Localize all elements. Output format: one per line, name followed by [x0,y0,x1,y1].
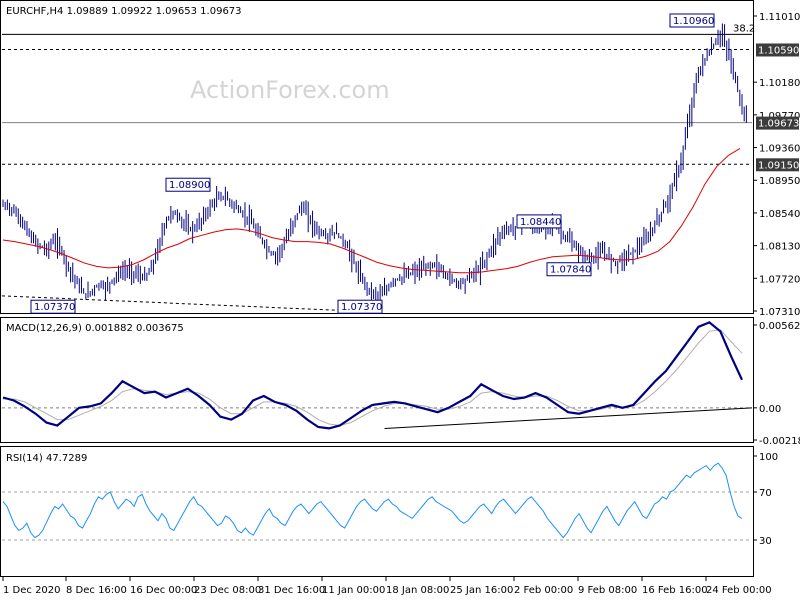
price-label-text: 1.07370 [34,302,75,313]
y-tick-label: 1.11010 [759,12,800,23]
y-tick-label: 1.07720 [759,274,800,285]
watermark: ActionForex.com [190,76,390,104]
x-tick-label: 16 Feb 16:00 [642,585,708,596]
main-plot-layer: 1.10960 1.08900 1.08440 1.07840 1.07370 1.073… [1,13,755,314]
macd-title: MACD(12,26,9) 0.001882 0.003675 [6,323,184,334]
y-tick-highlight [756,43,799,57]
x-tick-label: 31 Dec 16:00 [258,585,325,596]
y-tick-label: 1.09673 [758,119,799,130]
rsi-title: RSI(14) 47.7289 [6,453,87,464]
rsi-y-tick-label: 30 [759,536,772,547]
x-tick-label: 24 Feb 00:00 [706,585,772,596]
rsi-y-tick-label: 100 [759,452,778,463]
moving-average-line [2,147,741,274]
y-tick-label: 1.10590 [758,45,799,56]
macd-line [2,321,743,430]
price-label-text: 1.08440 [520,217,561,228]
rsi-plot-layer [2,462,752,541]
rsi-panel-frame [0,446,754,577]
price-label-text: 1.07370 [341,302,382,313]
price-label-box [30,299,76,314]
price-label-box [516,214,562,229]
x-tick-label: 16 Dec 00:00 [130,585,197,596]
macd-y-tick-label: 0.005625 [759,321,800,332]
macd-panel-frame [0,317,754,443]
x-tick-label: 8 Dec 16:00 [66,585,127,596]
chart-header: EURCHF,H4 1.09889 1.09922 1.09653 1.0967… [6,6,242,17]
price-label-text: 1.07840 [550,265,591,276]
price-label-box [337,299,383,314]
y-tick-label: 1.08130 [759,242,800,253]
y-tick-label: 1.07310 [759,307,800,318]
rsi-y-tick-label: 70 [759,488,772,499]
main-panel-frame [0,0,754,314]
y-tick-label: 1.09360 [759,144,800,155]
fib-label: 38.2 [733,23,755,34]
y-tick-label: 1.09150 [758,160,799,171]
y-tick-highlight [756,116,799,130]
rsi-line [2,462,743,539]
y-tick-label: 1.10180 [759,78,800,89]
price-label-box [669,13,715,28]
price-label-box [165,177,211,192]
x-tick-label: 2 Feb 00:00 [514,585,573,596]
macd-y-tick-label: 0.00 [759,404,781,415]
macd-signal-line [3,329,743,427]
y-tick-label: 1.09770 [759,111,800,122]
y-tick-highlight [756,158,799,172]
x-tick-label: 11 Jan 00:00 [322,585,385,596]
trendline-dashed [1,295,355,312]
macd-trendline [384,407,753,429]
macd-y-tick-label: -0.002185 [759,436,800,447]
x-tick-label: 9 Feb 08:00 [578,585,637,596]
price-label-text: 1.10960 [673,16,714,27]
macd-plot-layer [2,321,753,430]
x-tick-label: 23 Dec 08:00 [194,585,261,596]
price-label-box [546,262,592,277]
price-label-text: 1.08900 [169,180,210,191]
x-tick-label: 25 Jan 16:00 [450,585,513,596]
x-tick-label: 1 Dec 2020 [3,585,61,596]
y-tick-label: 1.08540 [759,209,800,220]
x-tick-label: 18 Jan 08:00 [386,585,449,596]
y-tick-label: 1.08950 [759,176,800,187]
